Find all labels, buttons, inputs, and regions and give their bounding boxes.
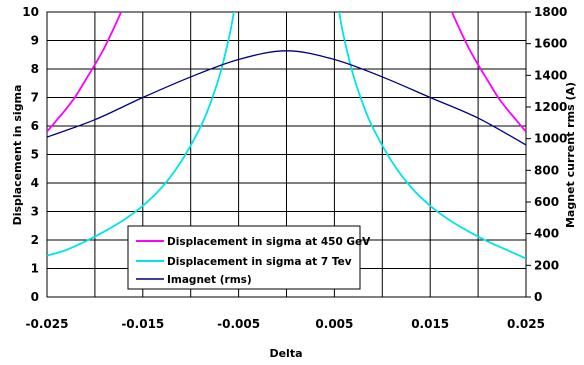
x-tick-label: 0.005 xyxy=(315,317,353,331)
y-tick-label: 4 xyxy=(31,176,39,190)
tick-labels: 0 1 2 3 4 5 6 7 8 9 10 -0.025 -0.015 -0.005 0.005 0.015… xyxy=(22,5,567,331)
y2-axis-title: Magnet current rms (A) xyxy=(564,82,577,228)
y2-tick-label: 1400 xyxy=(534,68,567,82)
y2-tick-label: 600 xyxy=(534,195,559,209)
series-line-450gev xyxy=(450,12,526,133)
y-tick-label: 0 xyxy=(31,290,39,304)
y-tick-label: 9 xyxy=(31,34,39,48)
series-line-7tev xyxy=(47,12,235,257)
x-tick-label: -0.015 xyxy=(121,317,164,331)
y2-tick-label: 800 xyxy=(534,163,559,177)
y2-tick-label: 1200 xyxy=(534,100,567,114)
x-tick-label: 0.015 xyxy=(411,317,449,331)
y2-tick-label: 400 xyxy=(534,227,559,241)
y2-tick-label: 200 xyxy=(534,258,559,272)
y2-tick-label: 1800 xyxy=(534,5,567,19)
x-tick-label: 0.025 xyxy=(507,317,545,331)
y-tick-label: 2 xyxy=(31,233,39,247)
x-tick-label: -0.025 xyxy=(26,317,69,331)
y2-tick-label: 1600 xyxy=(534,37,567,51)
grid xyxy=(47,12,526,297)
y-tick-label: 5 xyxy=(31,148,39,162)
legend-label-7tev: Displacement in sigma at 7 Tev xyxy=(167,256,352,268)
x-tick-label: -0.005 xyxy=(217,317,260,331)
y-tick-label: 7 xyxy=(31,91,39,105)
legend: Displacement in sigma at 450 GeV Displac… xyxy=(127,225,371,290)
legend-item-7tev: Displacement in sigma at 7 Tev xyxy=(136,256,352,268)
y-tick-label: 3 xyxy=(31,205,39,219)
legend-label-imagnet: Imagnet (rms) xyxy=(167,274,252,286)
x-axis-title: Delta xyxy=(269,347,302,360)
y-tick-label: 8 xyxy=(31,62,39,76)
series-line-7tev xyxy=(338,12,526,260)
y2-tick-label: 0 xyxy=(534,290,542,304)
y-tick-label: 1 xyxy=(31,262,39,276)
series-layer xyxy=(47,12,526,260)
y-axis-title: Displacement in sigma xyxy=(11,85,24,226)
legend-label-450gev: Displacement in sigma at 450 GeV xyxy=(167,236,371,248)
series-line-imagnet xyxy=(47,50,526,146)
series-line-450gev xyxy=(47,12,123,133)
y-tick-label: 6 xyxy=(31,119,39,133)
legend-item-450gev: Displacement in sigma at 450 GeV xyxy=(136,236,371,248)
y-tick-label: 10 xyxy=(22,5,39,19)
legend-item-imagnet: Imagnet (rms) xyxy=(136,274,252,286)
y2-tick-label: 1000 xyxy=(534,132,567,146)
legend-box xyxy=(127,225,361,290)
